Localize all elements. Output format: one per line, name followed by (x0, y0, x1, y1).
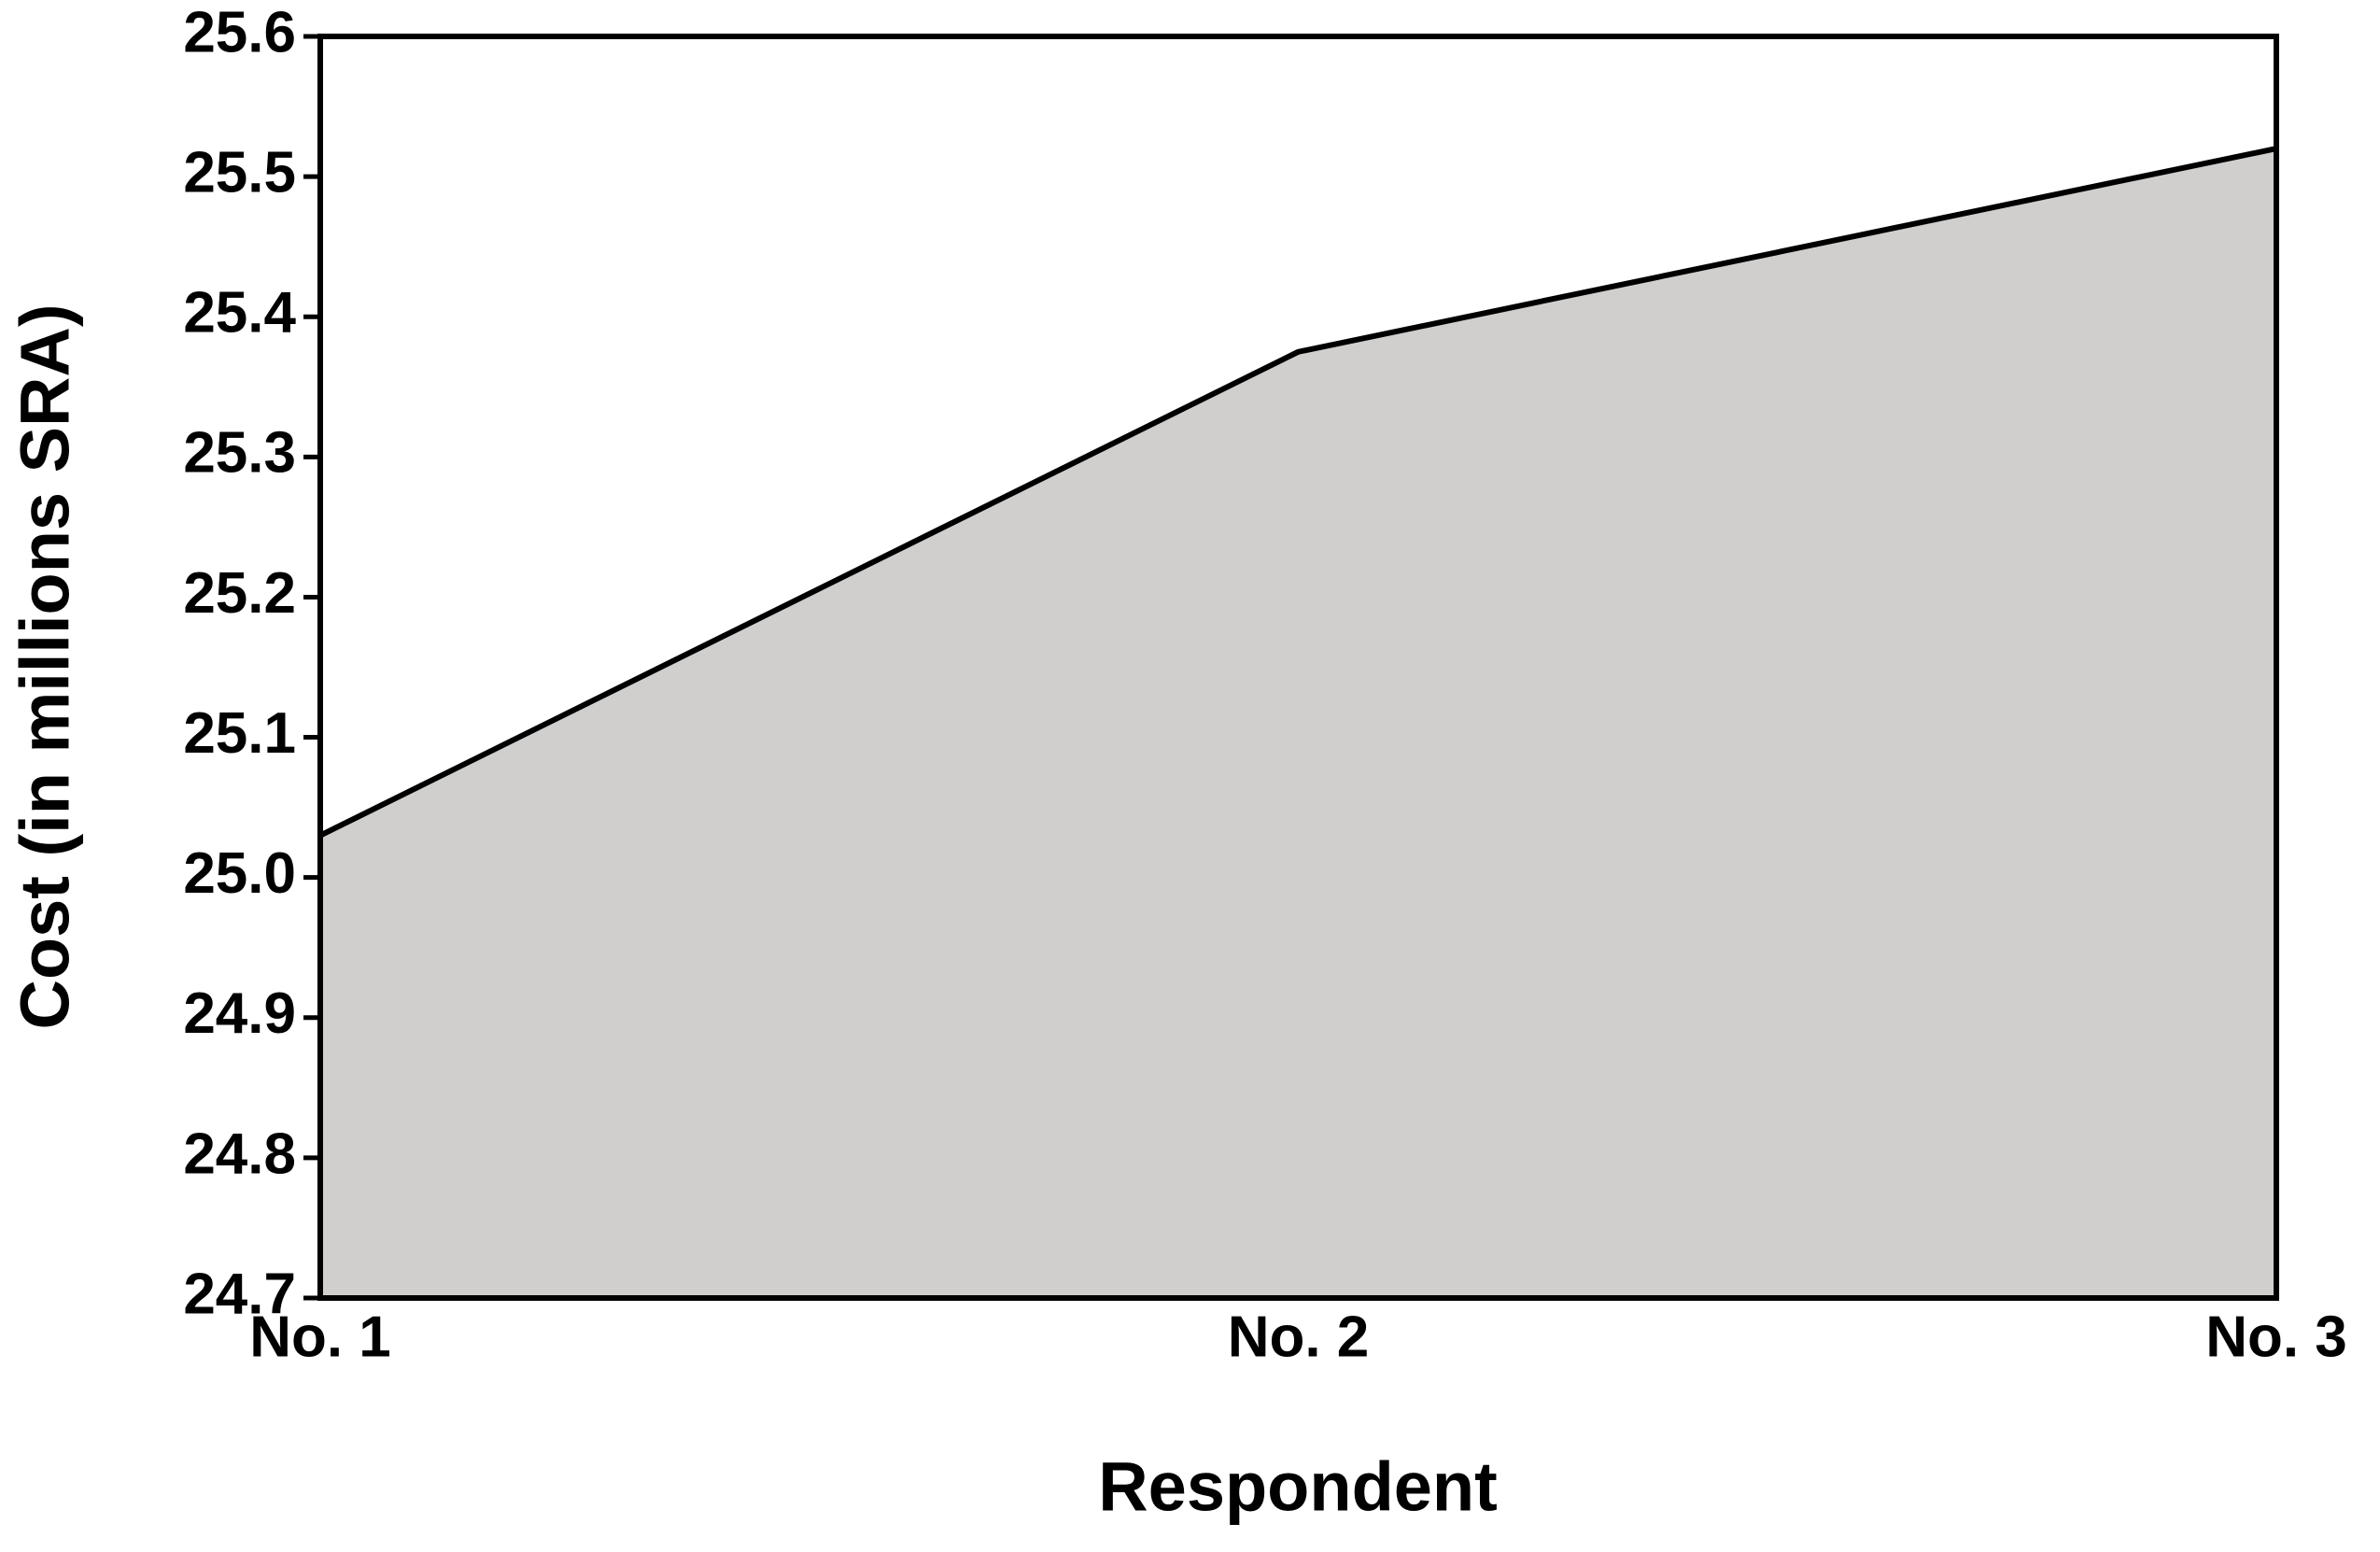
line (318, 146, 2277, 839)
area (320, 148, 2276, 1299)
y-tick-label: 25.6 (183, 0, 296, 64)
y-axis-title: Cost (in millions SRA) (7, 304, 84, 1030)
y-tick-label: 25.5 (183, 140, 296, 205)
y-tick-label: 24.7 (183, 1262, 296, 1326)
y-tick-label: 24.9 (183, 981, 296, 1046)
x-tick-label: No. 2 (1228, 1305, 1370, 1369)
y-tick-label: 24.8 (183, 1122, 296, 1186)
y-tick-label: 25.4 (183, 281, 296, 346)
plot-frame (317, 34, 2279, 1301)
y-tick-label: 25.1 (183, 701, 296, 766)
y-tick-label: 25.3 (183, 421, 296, 486)
x-axis-title: Respondent (1098, 1448, 1498, 1526)
y-tick-label: 25.2 (183, 561, 296, 626)
x-tick-label: No. 1 (249, 1305, 391, 1369)
y-tick-label: 25.0 (183, 841, 296, 906)
x-tick-label: No. 3 (2205, 1305, 2347, 1369)
